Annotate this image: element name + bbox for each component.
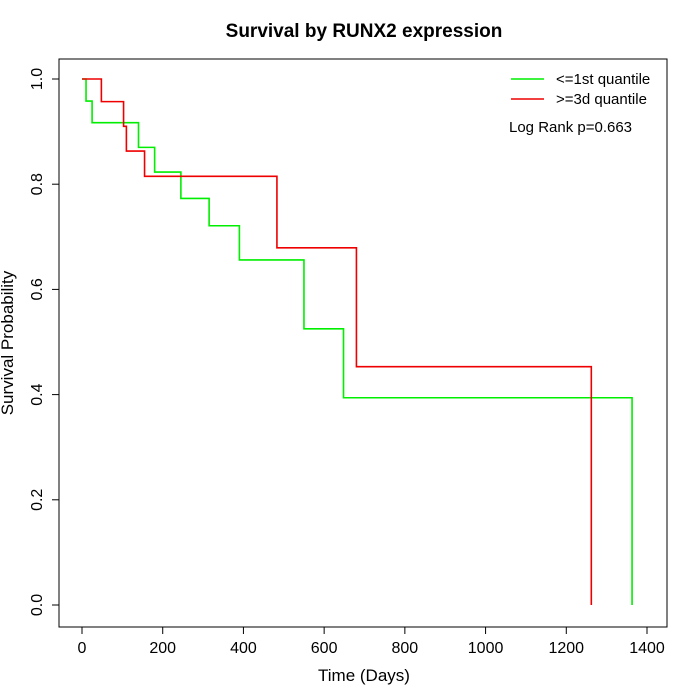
x-tick-label: 1000 <box>468 640 504 657</box>
series-layer <box>82 78 633 605</box>
plot-frame <box>58 58 668 628</box>
y-tick-label: 0.4 <box>29 383 46 405</box>
x-tick-label: 200 <box>149 640 176 657</box>
x-tick-label: 1200 <box>548 640 584 657</box>
x-tick-label: 0 <box>78 640 87 657</box>
x-tick-label: 800 <box>392 640 419 657</box>
legend: <=1st quantile >=3d quantile <box>511 71 650 108</box>
log-rank-annotation: Log Rank p=0.663 <box>509 119 632 136</box>
series-line-0 <box>82 78 633 605</box>
x-tick-label: 1400 <box>629 640 665 657</box>
x-axis: 0 200 400 600 800 1000 1200 1400 <box>78 626 665 657</box>
x-tick-label: 400 <box>230 640 257 657</box>
y-tick-label: 0.2 <box>29 489 46 511</box>
legend-label-1: >=3d quantile <box>556 91 647 108</box>
y-tick-label: 1.0 <box>29 68 46 90</box>
legend-label-0: <=1st quantile <box>556 71 650 88</box>
x-tick-label: 600 <box>311 640 338 657</box>
y-tick-label: 0.8 <box>29 173 46 195</box>
chart-title: Survival by RUNX2 expression <box>226 21 503 42</box>
y-axis: 0.0 0.2 0.4 0.6 0.8 1.0 <box>29 68 60 616</box>
series-line-1 <box>82 78 593 605</box>
y-tick-label: 0.0 <box>29 594 46 616</box>
x-axis-label: Time (Days) <box>318 666 410 685</box>
y-axis-label: Survival Probability <box>0 270 17 415</box>
y-tick-label: 0.6 <box>29 278 46 300</box>
